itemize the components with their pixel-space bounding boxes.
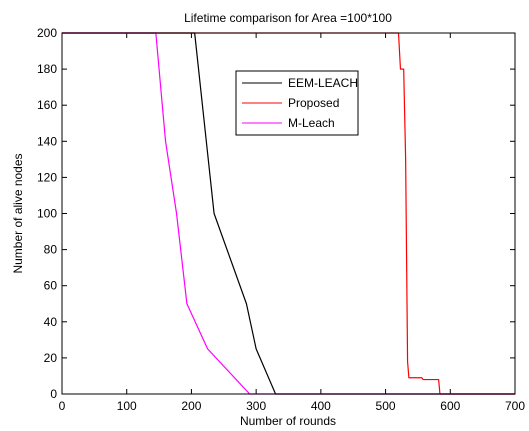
x-tick-label: 500: [376, 399, 396, 413]
y-tick-label: 20: [44, 351, 58, 365]
y-tick-label: 120: [37, 170, 57, 184]
x-tick-label: 0: [59, 399, 66, 413]
y-tick-label: 60: [44, 279, 58, 293]
x-tick-label: 700: [505, 399, 525, 413]
y-tick-label: 180: [37, 62, 57, 76]
x-tick-label: 200: [181, 399, 201, 413]
y-tick-label: 160: [37, 98, 57, 112]
x-tick-label: 600: [440, 399, 460, 413]
y-axis-title: Number of alive nodes: [11, 153, 25, 273]
series-line-proposed: [62, 32, 515, 395]
series-line-m-leach: [62, 32, 515, 395]
x-axis-title: Number of rounds: [240, 414, 336, 428]
plot-frame: [61, 32, 516, 395]
x-tick-label: 100: [117, 399, 137, 413]
legend-label-m-leach: M-Leach: [288, 116, 335, 130]
legend: EEM-LEACH Proposed M-Leach: [235, 70, 359, 136]
chart-title: Lifetime comparison for Area =100*100: [184, 11, 392, 25]
x-tick-label: 400: [311, 399, 331, 413]
y-tick-label: 100: [37, 207, 57, 221]
y-tick-label: 200: [37, 26, 57, 40]
y-tick-label: 80: [44, 243, 58, 257]
y-tick-label: 0: [50, 387, 57, 401]
x-tick-label: 300: [246, 399, 266, 413]
legend-label-proposed: Proposed: [288, 96, 339, 110]
y-tick-label: 140: [37, 134, 57, 148]
legend-label-eem-leach: EEM-LEACH: [288, 76, 358, 90]
axis-ticks: 0 100 200 300 400 500 600 700 0 20 40 60 80 100 120 140…: [37, 26, 525, 413]
y-tick-label: 40: [44, 315, 58, 329]
